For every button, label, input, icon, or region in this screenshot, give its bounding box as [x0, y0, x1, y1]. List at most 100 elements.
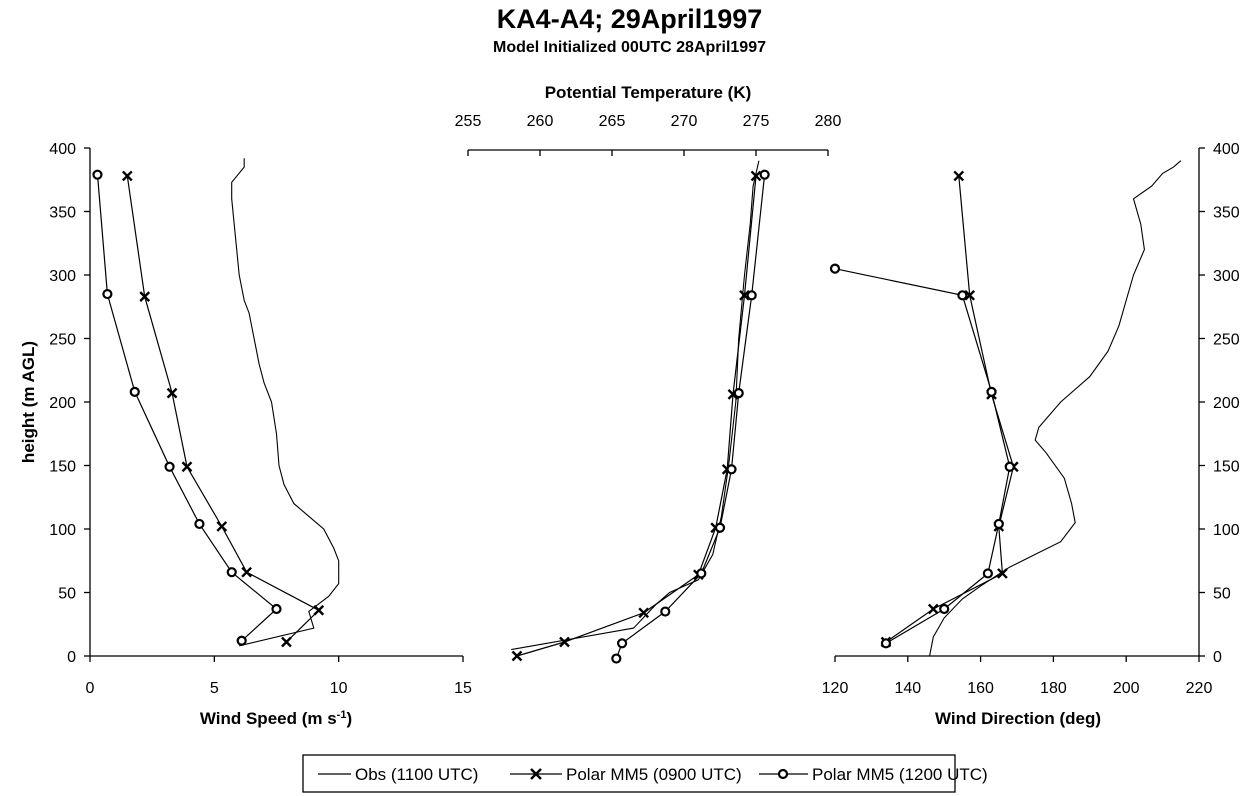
- potential-temperature-polar-mm5-1200-utc-point: [714, 522, 726, 533]
- wind-speed-polar-mm5-1200-utc-point: [92, 169, 103, 180]
- wind-direction-polar-mm5-1200-utc-point: [939, 603, 950, 615]
- wind-speed-polar-mm5-1200-utc-line: [96, 174, 278, 642]
- y-tick-label-right: 0: [1213, 649, 1222, 666]
- potential-temperature-x-tick-label: 280: [815, 113, 842, 130]
- wind-speed-polar-mm5-0900-utc-point: [241, 566, 253, 578]
- wind-direction-x-tick-label: 160: [967, 680, 994, 697]
- potential-temperature-polar-mm5-1200-utc-point: [696, 568, 707, 579]
- potential-temperature-polar-mm5-0900-utc-point: [511, 650, 523, 662]
- wind-speed-polar-mm5-0900-utc-point: [139, 291, 151, 302]
- wind-direction-polar-mm5-1200-utc-point: [1004, 461, 1015, 472]
- wind-speed-x-tick-label: 0: [86, 680, 95, 697]
- y-tick-label-left: 300: [49, 268, 76, 285]
- wind-speed-polar-mm5-1200-utc-point: [194, 518, 205, 530]
- potential-temperature-polar-mm5-1200-utc-line: [615, 174, 766, 659]
- wind-direction-x-tick-label: 180: [1040, 680, 1067, 697]
- y-tick-label-left: 400: [49, 141, 76, 158]
- y-tick-label-left: 150: [49, 459, 76, 476]
- wind-direction-x-tick-label: 220: [1186, 680, 1213, 697]
- wind-speed-polar-mm5-0900-utc-point: [313, 604, 325, 616]
- y-tick-label-left: 50: [58, 586, 76, 603]
- y-tick-label-right: 250: [1213, 332, 1240, 349]
- wind-direction-x-label: Wind Direction (deg): [935, 709, 1101, 728]
- wind-direction-polar-mm5-0900-utc-line: [885, 175, 1015, 643]
- wind-speed-polar-mm5-0900-utc-point: [281, 636, 292, 648]
- y-tick-label-right: 100: [1213, 522, 1240, 539]
- potential-temperature-polar-mm5-1200-utc-point: [616, 638, 628, 649]
- potential-temperature-polar-mm5-1200-utc-point: [759, 169, 770, 180]
- wind-speed-x-tick-label: 5: [210, 680, 219, 697]
- legend-x-marker: [530, 768, 542, 780]
- wind-speed-polar-mm5-0900-utc-point: [216, 521, 228, 532]
- wind-speed-polar-mm5-1200-utc-point: [226, 567, 237, 578]
- wind-direction-x-tick-label: 120: [822, 680, 849, 697]
- potential-temperature-polar-mm5-0900-utc-point: [739, 289, 750, 301]
- wind-direction-obs-1100-utc-line: [929, 160, 1182, 657]
- potential-temperature-panel: 255 260 265 270 275 280 Potential Temperature…: [455, 83, 842, 664]
- y-tick-label-left: 350: [49, 205, 76, 222]
- y-tick-label-right: 350: [1213, 205, 1240, 222]
- y-tick-label-left: 250: [49, 332, 76, 349]
- wind-direction-polar-mm5-1200-utc-point: [982, 568, 993, 579]
- wind-speed-polar-mm5-1200-utc-point: [129, 386, 140, 397]
- legend-circle-marker: [777, 768, 789, 780]
- wind-speed-polar-mm5-1200-utc-point: [102, 288, 113, 300]
- y-tick-label-right: 400: [1213, 141, 1240, 158]
- wind-speed-polar-mm5-0900-utc-point: [121, 170, 133, 182]
- wind-direction-polar-mm5-1200-utc-line: [834, 268, 1011, 644]
- wind-direction-polar-mm5-1200-utc-point: [830, 263, 841, 274]
- wind-direction-panel: 0 50 100 150 200 250 300 350 400 120 140 160 180 200…: [822, 141, 1240, 728]
- wind-speed-polar-mm5-1200-utc-point: [236, 635, 247, 646]
- y-tick-label-right: 200: [1213, 395, 1240, 412]
- y-tick-label-right: 150: [1213, 459, 1240, 476]
- potential-temperature-polar-mm5-1200-utc-point: [726, 464, 737, 475]
- potential-temperature-x-tick-label: 275: [743, 113, 770, 130]
- potential-temperature-x-tick-label: 255: [455, 113, 482, 130]
- potential-temperature-obs-1100-utc-line: [511, 160, 760, 651]
- wind-speed-polar-mm5-0900-utc-point: [166, 387, 178, 399]
- wind-direction-polar-mm5-1200-utc-point: [993, 518, 1004, 530]
- potential-temperature-polar-mm5-0900-utc-point: [638, 607, 650, 619]
- wind-direction-polar-mm5-0900-utc-point: [953, 170, 965, 182]
- legend-0900-label: Polar MM5 (0900 UTC): [566, 765, 742, 784]
- legend-box: [302, 754, 956, 793]
- wind-direction-polar-mm5-0900-utc-point: [964, 289, 976, 301]
- potential-temperature-polar-mm5-1200-utc-point: [746, 290, 757, 301]
- wind-direction-polar-mm5-0900-utc-point: [927, 603, 939, 615]
- y-tick-label-right: 300: [1213, 268, 1240, 285]
- y-tick-label-left: 100: [49, 522, 76, 539]
- wind-speed-polar-mm5-0900-utc-line: [126, 175, 320, 643]
- wind-direction-polar-mm5-1200-utc-point: [957, 290, 968, 301]
- wind-speed-polar-mm5-1200-utc-point: [271, 603, 282, 615]
- legend-obs-label: Obs (1100 UTC): [355, 765, 478, 784]
- potential-temperature-polar-mm5-1200-utc-point: [733, 388, 744, 399]
- wind-direction-x-tick-label: 140: [894, 680, 921, 697]
- potential-temperature-x-label: Potential Temperature (K): [545, 83, 752, 102]
- wind-speed-x-tick-label: 15: [454, 680, 472, 697]
- potential-temperature-polar-mm5-1200-utc-point: [660, 606, 671, 617]
- potential-temperature-polar-mm5-0900-utc-point: [559, 636, 570, 648]
- wind-speed-polar-mm5-1200-utc-point: [164, 461, 175, 472]
- potential-temperature-x-tick-label: 260: [527, 113, 554, 130]
- legend-1200-label: Polar MM5 (1200 UTC): [812, 765, 988, 784]
- potential-temperature-polar-mm5-1200-utc-point: [611, 653, 622, 664]
- wind-direction-polar-mm5-0900-utc-point: [997, 568, 1008, 579]
- y-tick-label-left: 200: [49, 395, 76, 412]
- chart-subtitle: Model Initialized 00UTC 28April1997: [493, 39, 766, 56]
- legend: Obs (1100 UTC) Polar MM5 (0900 UTC) Pola…: [302, 754, 988, 793]
- potential-temperature-x-tick-label: 270: [671, 113, 698, 130]
- wind-direction-x-tick-label: 200: [1113, 680, 1140, 697]
- potential-temperature-polar-mm5-0900-utc-line: [516, 175, 757, 657]
- y-tick-label-right: 50: [1213, 586, 1231, 603]
- potential-temperature-x-tick-label: 265: [599, 113, 626, 130]
- wind-speed-panel: 0 50 100 150 200 250 300 350 400 0 5 10 15 Wind Spe…: [49, 141, 472, 728]
- y-axis-label: height (m AGL): [19, 341, 38, 463]
- wind-speed-obs-1100-utc-line: [231, 158, 340, 647]
- wind-direction-polar-mm5-1200-utc-point: [986, 386, 997, 397]
- wind-speed-x-tick-label: 10: [330, 680, 348, 697]
- potential-temperature-polar-mm5-0900-utc-point: [750, 170, 762, 182]
- chart-title: KA4-A4; 29April1997: [496, 4, 763, 34]
- wind-speed-polar-mm5-0900-utc-point: [181, 461, 193, 473]
- wind-speed-x-label: Wind Speed (m s-1): [200, 709, 352, 728]
